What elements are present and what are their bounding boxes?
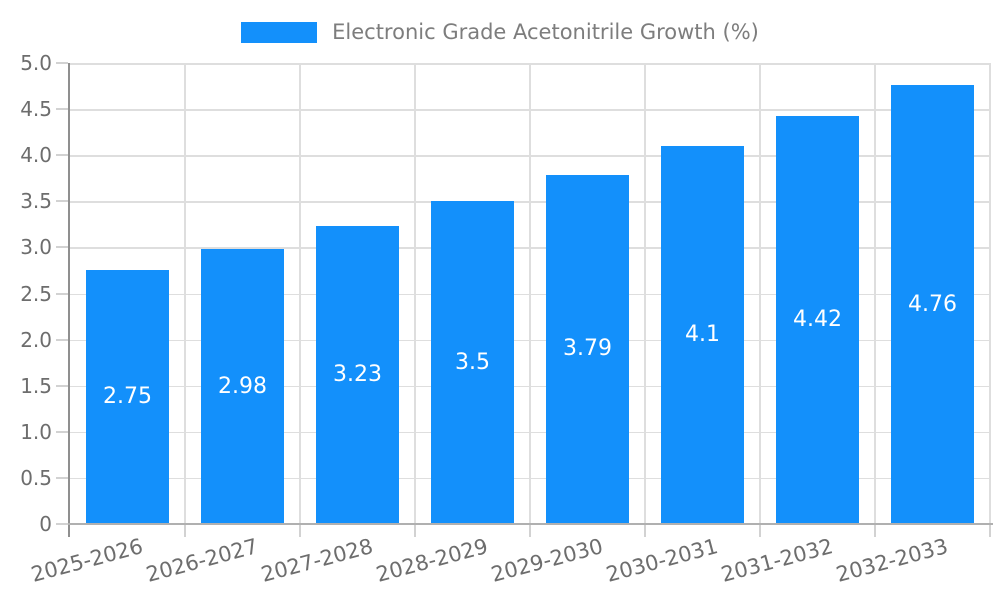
y-tick <box>56 62 68 64</box>
bar-value-label: 4.76 <box>908 291 957 317</box>
y-tick <box>56 430 68 433</box>
x-axis-label: 2032-2033 <box>833 534 951 587</box>
gridline-vertical <box>414 63 416 524</box>
y-axis-line <box>67 63 70 537</box>
gridline-vertical <box>644 63 646 524</box>
y-tick <box>56 338 68 341</box>
y-axis-label: 2.0 <box>20 327 52 352</box>
bar[interactable]: 3.23 <box>316 226 399 524</box>
x-tick <box>644 524 646 537</box>
x-axis-label: 2028-2029 <box>373 534 491 587</box>
y-tick <box>56 108 68 111</box>
bar[interactable]: 4.42 <box>776 116 859 524</box>
gridline-vertical <box>529 63 531 524</box>
bar[interactable]: 3.79 <box>546 174 629 524</box>
bar-value-label: 3.79 <box>563 336 612 362</box>
bar-value-label: 3.5 <box>455 349 490 375</box>
legend-label: Electronic Grade Acetonitrile Growth (%) <box>332 20 759 44</box>
y-tick <box>56 154 68 157</box>
y-axis-label: 5.0 <box>20 51 52 75</box>
bar-value-label: 2.75 <box>103 384 152 410</box>
y-tick <box>56 384 68 387</box>
gridline-vertical <box>874 63 876 524</box>
x-axis-line <box>67 522 993 525</box>
x-axis-label: 2030-2031 <box>603 534 721 587</box>
bar[interactable]: 4.76 <box>891 85 974 524</box>
gridline-vertical <box>184 63 186 524</box>
x-tick <box>989 524 991 537</box>
y-tick <box>56 523 68 525</box>
x-axis-label: 2026-2027 <box>143 534 261 587</box>
x-axis-label: 2027-2028 <box>258 534 376 587</box>
x-tick <box>299 524 301 537</box>
x-axis-label: 2029-2030 <box>488 534 606 587</box>
bar-value-label: 3.23 <box>333 362 382 388</box>
y-tick <box>56 292 68 295</box>
y-axis-label: 1.5 <box>20 373 52 398</box>
y-tick <box>56 476 68 479</box>
x-tick <box>529 524 531 537</box>
bar-value-label: 4.1 <box>685 321 720 347</box>
y-tick <box>56 200 68 203</box>
x-tick <box>184 524 186 537</box>
bar-value-label: 4.42 <box>793 307 842 333</box>
gridline-vertical <box>989 63 991 524</box>
bar[interactable]: 3.5 <box>431 201 514 524</box>
y-axis-label: 4.5 <box>20 97 52 122</box>
x-axis-label: 2025-2026 <box>28 534 146 587</box>
gridline-vertical <box>759 63 761 524</box>
bar[interactable]: 4.1 <box>661 145 744 524</box>
legend-swatch-icon <box>241 21 318 43</box>
y-axis-label: 2.5 <box>20 281 52 306</box>
gridline-vertical <box>299 63 301 524</box>
y-axis-label: 3.5 <box>20 189 52 214</box>
x-tick <box>874 524 876 537</box>
bar[interactable]: 2.75 <box>86 270 169 524</box>
bar[interactable]: 2.98 <box>201 249 284 524</box>
y-axis-label: 3.0 <box>20 235 52 260</box>
x-tick <box>414 524 416 537</box>
y-axis-label: 0.5 <box>20 465 52 490</box>
plot-area: 2.75 2.98 3.23 3.5 3.79 4.1 4.42 4.76 <box>70 63 991 524</box>
legend[interactable]: Electronic Grade Acetonitrile Growth (%) <box>0 21 1000 43</box>
y-axis-label: 1.0 <box>20 419 52 444</box>
bar-value-label: 2.98 <box>218 373 267 399</box>
y-axis-label: 4.0 <box>20 143 52 168</box>
y-axis-label: 0 <box>39 512 52 536</box>
x-tick <box>759 524 761 537</box>
y-tick <box>56 246 68 249</box>
x-axis-label: 2031-2032 <box>718 534 836 587</box>
